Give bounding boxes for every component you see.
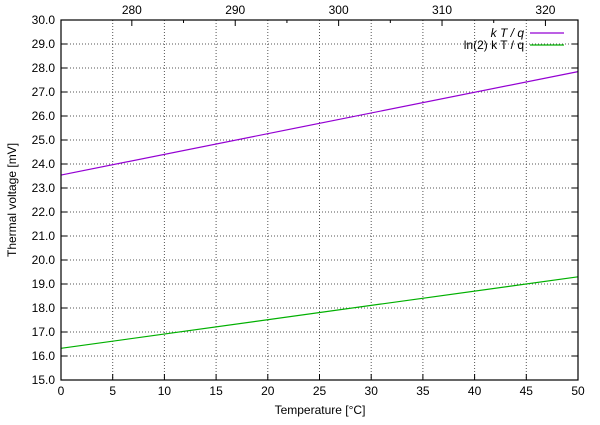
x-tick-label: 10 [158,384,172,398]
x2-tick-label: 290 [225,3,245,17]
y-tick-label: 17.0 [32,325,56,339]
series-line-1 [60,276,579,349]
y-tick-label: 21.0 [32,229,56,243]
y-tick-label: 20.0 [32,253,56,267]
x-tick-label: 15 [209,384,223,398]
y-tick-label: 18.0 [32,301,56,315]
y-tick-label: 16.0 [32,349,56,363]
legend-label-1: ln(2) k T / q [464,38,524,52]
y-tick-label: 19.0 [32,277,56,291]
x-tick-label: 5 [109,384,116,398]
plot-frame [60,19,579,381]
x2-tick-label: 280 [122,3,142,17]
ticks: 0 5 10 15 20 25 30 35 40 45 50 15.0 16.0 17.0 18.0 19.0… [32,3,585,398]
y-tick-label: 26.0 [32,109,56,123]
x-tick-label: 35 [416,384,430,398]
y-tick-label: 24.0 [32,157,56,171]
y-tick-label: 25.0 [32,133,56,147]
y-tick-label: 27.0 [32,85,56,99]
x-tick-label: 0 [58,384,65,398]
legend-label-0: k T / q [491,26,525,40]
y-tick-label: 15.0 [32,373,56,387]
x2-tick-label: 320 [535,3,555,17]
legend: k T / q ln(2) k T / q [464,26,564,52]
x-tick-label: 20 [261,384,275,398]
y-tick-label: 23.0 [32,181,56,195]
x-tick-label: 30 [365,384,379,398]
series-line-0 [60,71,579,176]
y-tick-label: 28.0 [32,61,56,75]
y-tick-label: 22.0 [32,205,56,219]
y-axis-label: Thermal voltage [mV] [5,143,19,257]
y-tick-label: 30.0 [32,13,56,27]
x-tick-label: 40 [468,384,482,398]
x2-tick-label: 300 [329,3,349,17]
x-tick-label: 25 [313,384,327,398]
x-tick-label: 45 [520,384,534,398]
x2-tick-label: 310 [432,3,452,17]
x-axis-label: Temperature [°C] [275,403,366,417]
series-lines [60,71,579,349]
y-tick-label: 29.0 [32,37,56,51]
x-tick-label: 50 [571,384,585,398]
grid [61,20,578,380]
